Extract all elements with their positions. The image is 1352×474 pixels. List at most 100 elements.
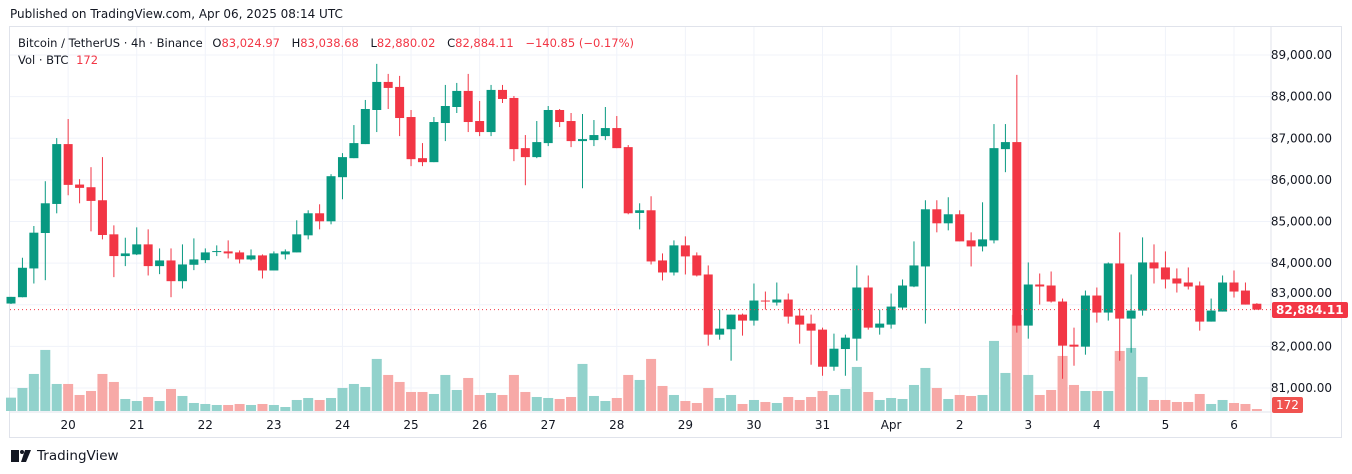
candle[interactable] [143, 229, 153, 276]
candle[interactable] [1229, 270, 1239, 298]
candle[interactable] [429, 117, 439, 163]
candle[interactable] [452, 82, 462, 113]
candle[interactable] [223, 240, 233, 259]
candle[interactable] [1046, 271, 1056, 303]
candle[interactable] [1149, 244, 1159, 284]
candle[interactable] [75, 179, 85, 204]
candle[interactable] [383, 73, 393, 109]
candle[interactable] [40, 181, 50, 281]
candle[interactable] [738, 313, 748, 336]
candle[interactable] [292, 220, 302, 253]
candle[interactable] [920, 200, 930, 324]
candle[interactable] [852, 265, 862, 361]
candle[interactable] [1023, 262, 1033, 339]
candle[interactable] [315, 204, 325, 230]
candle[interactable] [658, 253, 668, 281]
candle[interactable] [372, 63, 382, 133]
symbol-title[interactable]: Bitcoin / TetherUS · 4h · Binance [18, 36, 203, 50]
candle[interactable] [166, 248, 176, 298]
candle[interactable] [440, 84, 450, 142]
candle[interactable] [566, 112, 576, 148]
candle[interactable] [280, 249, 290, 260]
candle[interactable] [806, 314, 816, 365]
candle[interactable] [246, 249, 256, 261]
candle[interactable] [898, 279, 908, 310]
candle[interactable] [978, 202, 988, 252]
candle[interactable] [646, 196, 656, 265]
candle[interactable] [932, 200, 942, 233]
candle[interactable] [875, 309, 885, 335]
candle[interactable] [829, 333, 839, 371]
candle[interactable] [863, 275, 873, 330]
candle[interactable] [132, 227, 142, 256]
tradingview-footer[interactable]: TradingView [11, 448, 119, 464]
candle[interactable] [1172, 268, 1182, 293]
candle[interactable] [509, 95, 519, 162]
candle[interactable] [97, 157, 107, 240]
candle[interactable] [1195, 281, 1205, 331]
candle[interactable] [200, 248, 210, 264]
candle[interactable] [1012, 74, 1022, 333]
candle[interactable] [1240, 282, 1250, 305]
candle[interactable] [1058, 298, 1068, 379]
candle[interactable] [692, 252, 702, 277]
candle[interactable] [612, 116, 622, 149]
candle[interactable] [29, 226, 39, 284]
candle[interactable] [326, 174, 336, 225]
candle[interactable] [555, 108, 565, 128]
candle[interactable] [578, 114, 587, 189]
candle[interactable] [52, 138, 62, 214]
candle[interactable] [783, 293, 793, 324]
candle[interactable] [532, 121, 542, 159]
candle[interactable] [120, 237, 130, 267]
candle[interactable] [715, 309, 725, 340]
candle[interactable] [955, 210, 965, 242]
candle[interactable] [1160, 251, 1170, 289]
candle[interactable] [818, 327, 828, 376]
candle[interactable] [909, 241, 919, 288]
candle[interactable] [1103, 262, 1113, 321]
candle[interactable] [1206, 298, 1216, 322]
candle[interactable] [543, 105, 553, 147]
candle[interactable] [703, 265, 713, 346]
candle[interactable] [303, 210, 313, 240]
candle[interactable] [1000, 124, 1010, 173]
candle[interactable] [177, 244, 187, 289]
candle[interactable] [1115, 232, 1125, 361]
candle[interactable] [840, 334, 850, 376]
candle[interactable] [1218, 275, 1228, 312]
candle[interactable] [349, 125, 359, 159]
candle[interactable] [943, 197, 953, 231]
candle[interactable] [155, 248, 165, 275]
candle[interactable] [1092, 287, 1102, 323]
candle[interactable] [1080, 290, 1090, 355]
candle[interactable] [269, 251, 279, 271]
candle[interactable] [1183, 267, 1193, 290]
candle[interactable] [486, 84, 496, 137]
candle[interactable] [212, 245, 222, 257]
candle[interactable] [475, 100, 485, 137]
candle[interactable] [6, 296, 16, 304]
candle[interactable] [1035, 273, 1045, 305]
candle[interactable] [189, 238, 199, 271]
candle[interactable] [63, 119, 73, 196]
candle[interactable] [635, 203, 645, 230]
candle[interactable] [497, 84, 507, 103]
candle[interactable] [795, 308, 805, 344]
candle[interactable] [395, 75, 405, 137]
candle[interactable] [406, 109, 416, 167]
candle[interactable] [1069, 327, 1079, 366]
candle[interactable] [86, 167, 96, 232]
candle[interactable] [669, 240, 679, 276]
candle[interactable] [417, 143, 427, 167]
candle[interactable] [680, 236, 690, 275]
candle[interactable] [257, 254, 267, 279]
candle[interactable] [1252, 303, 1262, 310]
candle[interactable] [1126, 274, 1136, 353]
candle[interactable] [17, 257, 27, 298]
candle[interactable] [726, 314, 736, 361]
candle[interactable] [360, 99, 370, 145]
candle[interactable] [966, 232, 976, 267]
candle[interactable] [886, 293, 896, 329]
